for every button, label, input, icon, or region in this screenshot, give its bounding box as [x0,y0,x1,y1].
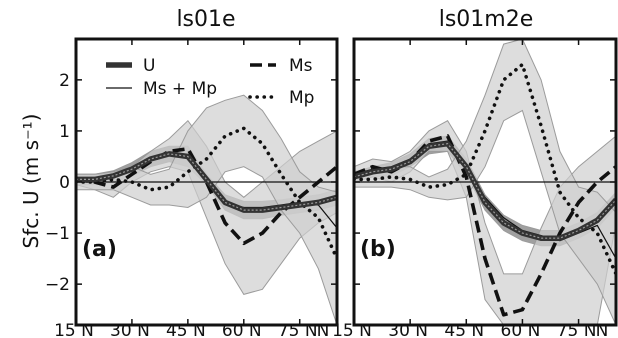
legend: U Ms + Mp Ms Mp [106,56,314,108]
series-dotted-line [76,126,337,261]
x-tick-label: 30 N [110,321,150,338]
series-dotted-line [354,62,616,276]
x-tick-label: N [317,321,330,338]
band-dotted [76,94,337,325]
band-dashed [354,120,616,325]
plot-area [76,94,337,325]
series-dashed-line [76,147,337,246]
x-tick-label: 15 N [54,321,94,338]
x-tick-label: 60 N [501,321,541,338]
series-thick-inner [354,143,616,239]
x-tick-label: 45 N [444,321,484,338]
panel-b: 15 N 30 N 45 N 60 N 75 N N (b) [332,37,618,338]
x-tick-label: 15 N [332,321,372,338]
x-tick-label: N [596,321,609,338]
x-tick-label: 45 N [166,321,206,338]
y-axis-label: Sfc. U (m s⁻¹) [19,114,43,249]
panel-label: (a) [82,237,117,262]
y-tick-label: 1 [59,122,70,142]
y-tick-label: 0 [59,173,70,193]
panel-a: 15 N 30 N 45 N 60 N 75 N N −2 −1 0 1 2 (a) [45,37,339,338]
y-tick-label: 2 [59,71,70,91]
panel-b-title: ls01m2e [439,7,534,32]
y-tick-label: −1 [45,224,70,244]
plot-area [354,39,616,325]
y-tick-label: −2 [45,275,70,295]
panel-label: (b) [360,237,396,262]
x-tick-label: 60 N [222,321,262,338]
panel-a-title: ls01e [176,7,235,32]
legend-label: Ms [289,56,313,76]
x-tick-label: 75 N [278,321,318,338]
series-thick-inner [76,153,337,211]
x-tick-label: 75 N [557,321,597,338]
legend-label: Ms + Mp [143,79,217,99]
x-tick-label: 30 N [388,321,428,338]
legend-label: U [143,56,155,76]
legend-label: Mp [289,88,314,108]
